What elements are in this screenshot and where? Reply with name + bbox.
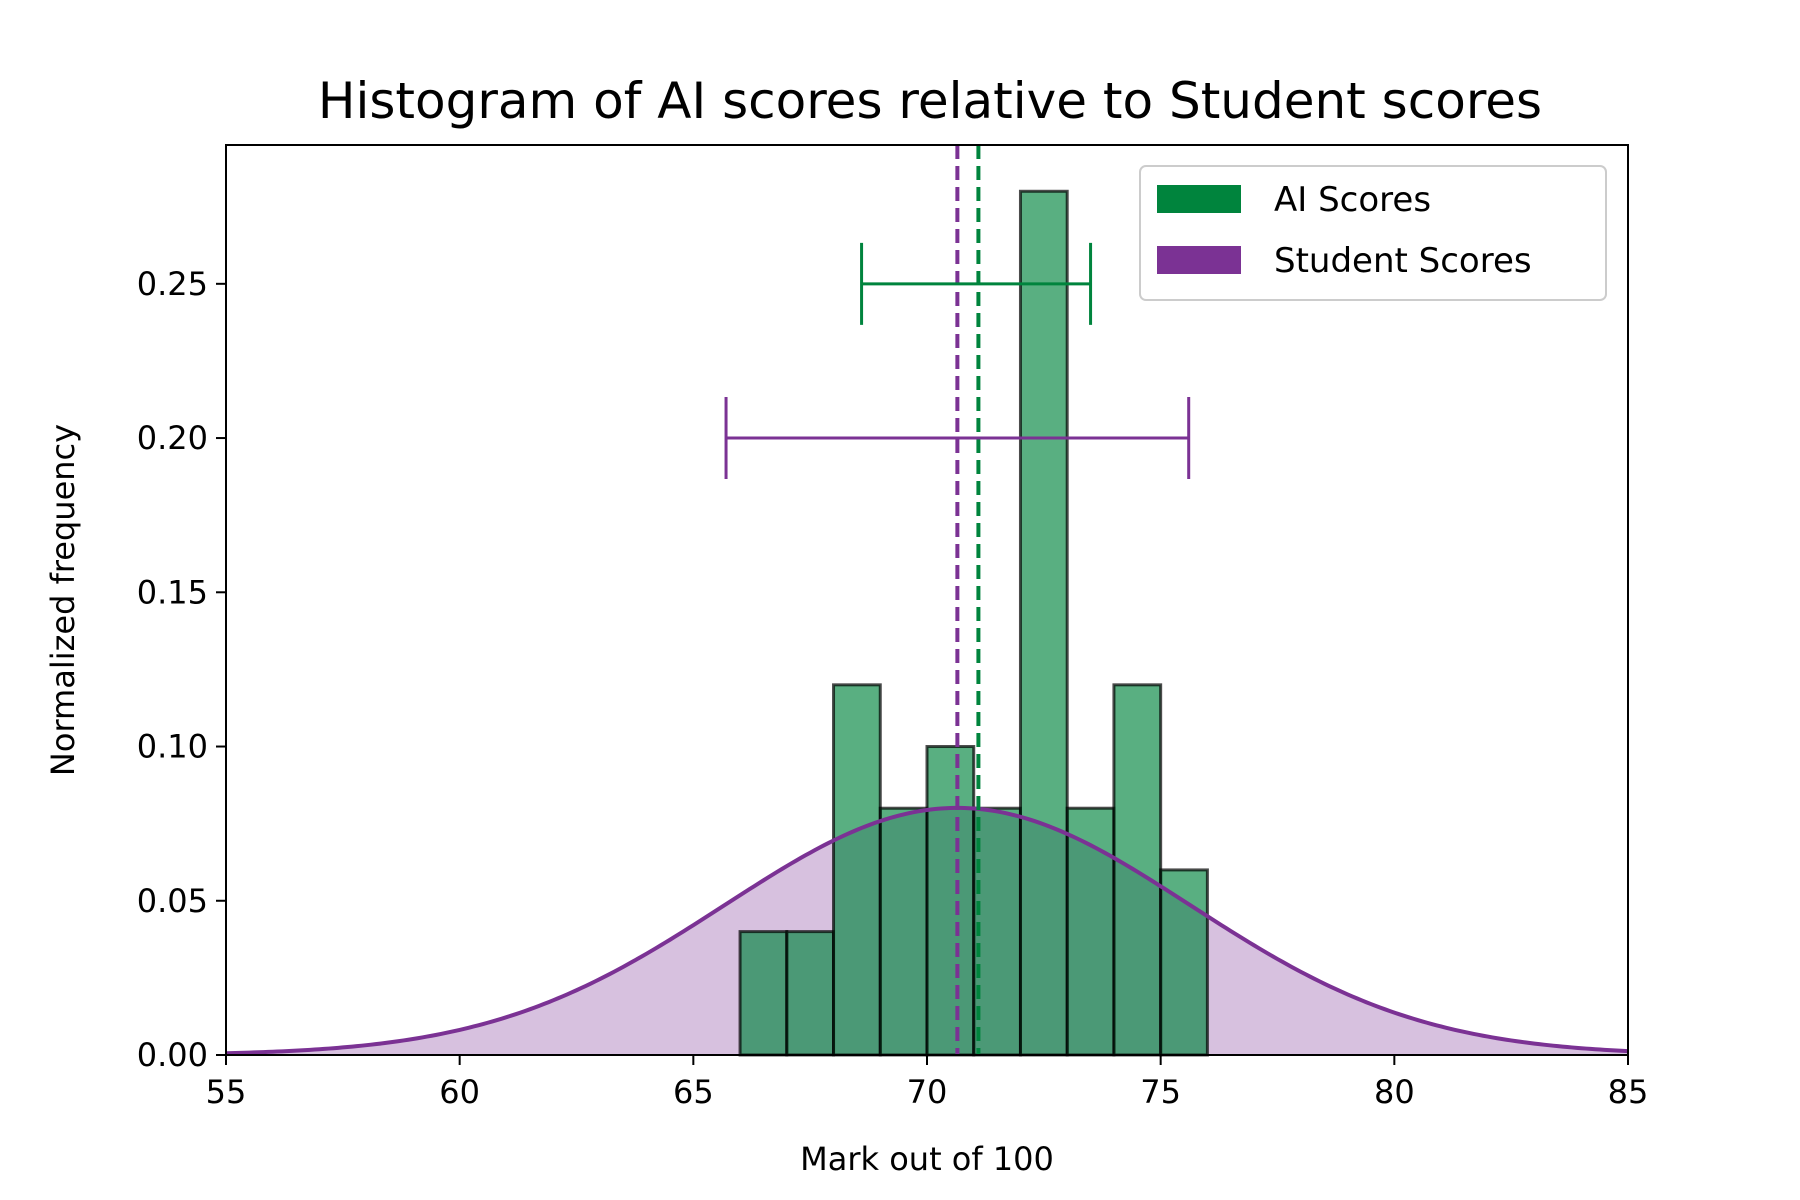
x-tick-label: 60: [439, 1073, 480, 1111]
axes: 55 60 65 70 75 80 85 0.00 0.05 0.10 0.15 0.20 0.25: [137, 265, 1649, 1111]
ai-histogram-bar: [832, 683, 882, 1057]
y-tick-label: 0.10: [137, 728, 208, 766]
legend-label-ai-scores: AI Scores: [1274, 180, 1431, 220]
x-tick-label: 75: [1140, 1073, 1181, 1111]
ai-histogram-bar: [972, 806, 1022, 1057]
ai-histogram-bar: [1159, 868, 1209, 1057]
ai-histogram-bar: [878, 806, 929, 1057]
legend-swatch-student-scores: [1157, 246, 1241, 274]
student-density-line: [225, 805, 1629, 1056]
y-axis-title: Normalized frequency: [44, 424, 82, 776]
x-tick-label: 70: [907, 1073, 948, 1111]
chart-title: Histogram of AI scores relative to Stude…: [318, 72, 1542, 130]
x-tick-label: 85: [1608, 1073, 1649, 1111]
ai-histogram-bar: [785, 930, 836, 1057]
legend-box: [1139, 165, 1607, 301]
y-tick-label: 0.15: [137, 573, 208, 611]
ai-histogram-bar: [1018, 189, 1069, 1057]
x-tick-label: 65: [673, 1073, 714, 1111]
ai-histogram-bar: [925, 745, 976, 1057]
x-axis-title: Mark out of 100: [800, 1140, 1054, 1178]
ai-histogram-bar: [738, 930, 789, 1057]
legend: AI Scores Student Scores: [1139, 165, 1607, 301]
x-tick-label: 55: [206, 1073, 247, 1111]
legend-label-student-scores: Student Scores: [1274, 241, 1532, 281]
y-tick-label: 0.00: [137, 1036, 208, 1074]
y-tick-label: 0.25: [137, 265, 208, 303]
legend-swatch-ai-scores: [1157, 185, 1241, 213]
plot-area: [225, 145, 1629, 1057]
y-tick-label: 0.20: [137, 419, 208, 457]
x-tick-label: 80: [1374, 1073, 1415, 1111]
y-tick-label: 0.05: [137, 882, 208, 920]
